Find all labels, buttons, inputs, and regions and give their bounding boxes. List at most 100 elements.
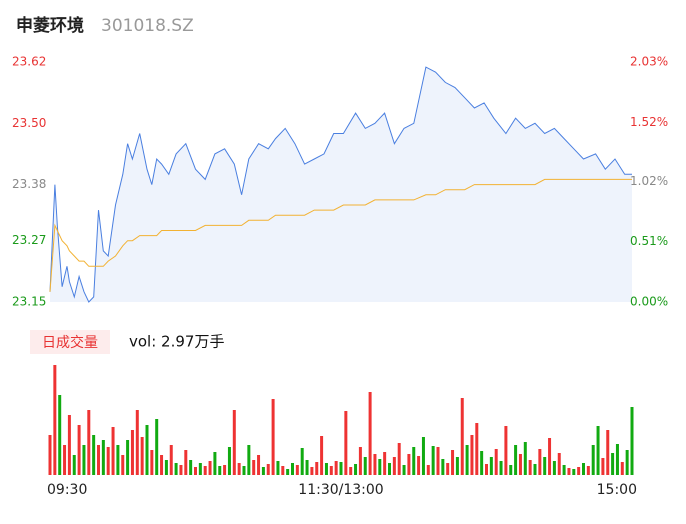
- volume-bar: [368, 392, 372, 475]
- average-line: [49, 178, 632, 292]
- y-tick-label: 23.38: [12, 177, 46, 191]
- volume-bar: [334, 461, 338, 475]
- volume-bar: [596, 426, 600, 475]
- volume-bar: [562, 465, 566, 475]
- volume-bar: [160, 455, 164, 475]
- volume-bar: [538, 449, 542, 475]
- volume-bar: [402, 465, 406, 475]
- volume-bar: [169, 445, 173, 475]
- x-tick-label: 11:30/13:00: [298, 482, 383, 498]
- volume-bar: [310, 467, 314, 475]
- volume-bar: [392, 457, 396, 475]
- volume-bar: [276, 461, 280, 475]
- volume-bar: [480, 451, 484, 475]
- volume-bar: [189, 460, 193, 475]
- y-tick-label: 23.50: [12, 116, 46, 130]
- volume-bar: [451, 450, 455, 475]
- volume-bar: [504, 426, 508, 475]
- volume-bar: [203, 466, 207, 475]
- volume-bar: [349, 467, 353, 475]
- volume-bar: [572, 469, 576, 475]
- volume-bar: [242, 466, 246, 475]
- volume-bar: [421, 437, 425, 475]
- volume-bar: [247, 445, 251, 475]
- volume-bar: [455, 457, 459, 475]
- volume-bar: [586, 466, 590, 475]
- volume-bar: [121, 455, 125, 475]
- volume-bar: [87, 410, 91, 475]
- volume-bar: [523, 442, 527, 475]
- volume-bar: [509, 465, 513, 475]
- volume-bar: [567, 468, 571, 475]
- volume-bar: [111, 427, 115, 475]
- price-line: [49, 66, 632, 303]
- volume-bar: [218, 466, 222, 475]
- volume-bar: [514, 445, 518, 475]
- volume-bar: [363, 457, 367, 475]
- volume-bar: [223, 465, 227, 475]
- volume-bar: [373, 454, 377, 475]
- stock-code: 301018.SZ: [101, 16, 194, 36]
- volume-bar: [77, 425, 81, 475]
- volume-bar: [179, 465, 183, 475]
- volume-bar: [388, 463, 391, 475]
- volume-bar: [548, 438, 552, 475]
- volume-bar: [378, 459, 382, 475]
- volume-bar: [499, 461, 503, 475]
- volume-bar: [436, 447, 440, 475]
- y-tick-label: 23.15: [12, 295, 46, 309]
- volume-bar: [460, 398, 464, 475]
- volume-bar: [344, 411, 348, 475]
- y-tick-label: 23.62: [12, 55, 46, 69]
- volume-bar: [281, 466, 285, 475]
- volume-bar: [611, 453, 615, 475]
- volume-bar: [320, 436, 324, 475]
- volume-bar: [72, 455, 76, 475]
- volume-bar: [441, 459, 445, 475]
- x-tick-label: 09:30: [47, 482, 87, 498]
- volume-bar: [208, 461, 212, 475]
- volume-bar: [271, 399, 275, 475]
- volume-bar: [97, 445, 100, 475]
- volume-bar: [126, 440, 130, 475]
- volume-bar: [339, 462, 343, 475]
- volume-bar: [150, 450, 154, 475]
- stock-name: 申菱环境: [16, 15, 84, 36]
- volume-bar: [315, 462, 319, 475]
- volume-bar: [252, 460, 256, 475]
- volume-bar: [135, 410, 139, 475]
- volume-bar: [552, 461, 556, 475]
- volume-bar: [106, 447, 110, 475]
- volume-bar: [198, 463, 202, 475]
- volume-bar: [577, 467, 581, 475]
- volume-bar: [412, 447, 416, 475]
- y2-tick-label: 1.52%: [630, 115, 668, 129]
- volume-bar: [291, 463, 294, 475]
- y2-tick-label: 2.03%: [630, 55, 668, 69]
- volume-bar: [354, 464, 358, 475]
- y2-tick-label: 0.51%: [630, 234, 668, 248]
- volume-bar: [300, 448, 304, 475]
- volume-bar: [53, 365, 57, 475]
- volume-bar: [358, 447, 362, 475]
- volume-bar: [407, 454, 411, 475]
- volume-bar: [625, 450, 629, 475]
- volume-label: vol: 2.97万手: [129, 333, 224, 351]
- volume-bar: [620, 462, 624, 475]
- volume-bar: [606, 430, 610, 475]
- x-tick-label: 15:00: [597, 482, 637, 498]
- volume-bar: [533, 464, 537, 475]
- volume-bar: [174, 463, 178, 475]
- volume-bar: [145, 425, 149, 475]
- volume-bar: [237, 463, 241, 475]
- volume-bar: [475, 423, 479, 475]
- volume-bar: [101, 440, 105, 475]
- volume-bar: [261, 467, 265, 475]
- volume-bar: [591, 445, 595, 475]
- volume-bar: [528, 460, 532, 475]
- volume-bar: [266, 464, 270, 475]
- volume-tab[interactable]: 日成交量: [42, 334, 98, 351]
- volume-bar: [417, 456, 421, 475]
- volume-bar: [164, 460, 168, 475]
